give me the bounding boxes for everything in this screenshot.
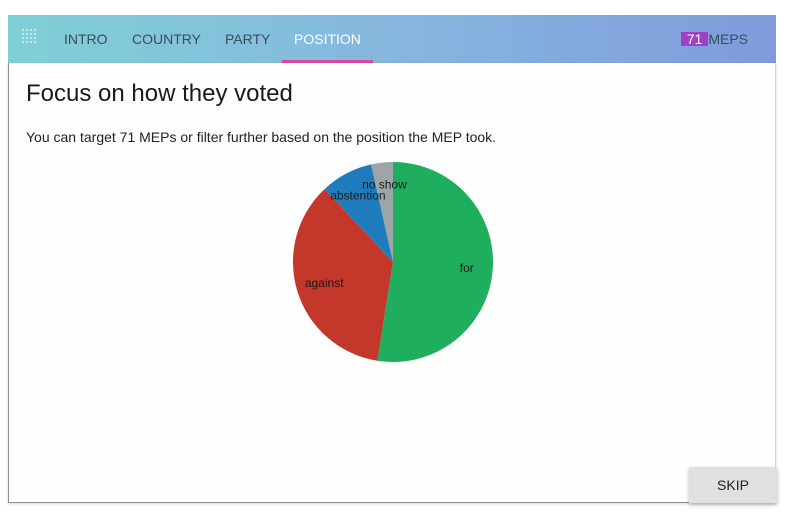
mep-counter: 71 MEPS [680, 15, 748, 63]
description-text: You can target 71 MEPs or filter further… [26, 129, 497, 145]
pie-slice-no-show[interactable] [371, 162, 393, 262]
skip-button[interactable]: SKIP [689, 467, 777, 503]
tab-position[interactable]: POSITION [294, 31, 361, 47]
pie-slice-for[interactable] [377, 162, 494, 362]
tab-intro[interactable]: INTRO [64, 31, 108, 47]
tab-country[interactable]: COUNTRY [132, 31, 201, 47]
mep-count-badge: 71 [680, 32, 709, 47]
pie-label-no-show: no show [362, 177, 407, 191]
dots-logo-icon[interactable] [21, 28, 39, 46]
pie-slice-abstention[interactable] [324, 164, 393, 262]
active-tab-indicator [282, 60, 373, 63]
pie-label-abstention: abstention [330, 189, 385, 203]
pie-label-against: against [305, 276, 344, 290]
main-card: Focus on how they voted You can target 7… [8, 63, 777, 503]
mep-count-label: MEPS [708, 31, 748, 47]
pie-label-for: for [460, 261, 474, 275]
pie-slice-against[interactable] [293, 189, 393, 361]
page-title: Focus on how they voted [26, 80, 293, 107]
app-bar: INTRO COUNTRY PARTY POSITION 71 MEPS [8, 15, 776, 63]
tab-party[interactable]: PARTY [225, 31, 271, 47]
